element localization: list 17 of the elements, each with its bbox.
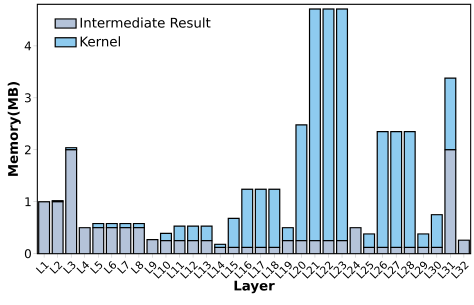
y-tick-label: 4 — [24, 42, 32, 50]
y-tick-label: 3 — [25, 93, 31, 102]
x-tick-label: L8 — [130, 261, 144, 274]
x-tick-label: L1 — [36, 262, 49, 274]
x-tick-label: L4 — [76, 261, 90, 274]
x-tick-label: L6 — [104, 260, 116, 274]
x-axis-title: Layer — [234, 280, 275, 294]
x-tick-label: L2 — [49, 262, 62, 274]
y-tick-label: 2 — [24, 145, 31, 154]
y-axis-title: Memory(MB) — [8, 82, 21, 176]
y-tick-label: 1 — [25, 197, 31, 206]
x-tick-label: L5 — [90, 260, 102, 274]
x-tick-label: L3 — [63, 262, 76, 274]
x-tick-label: L7 — [117, 260, 128, 274]
y-tick-label: 0 — [24, 249, 31, 258]
legend-label: Kernel — [80, 36, 120, 47]
legend-label: Intermediate Result — [80, 17, 210, 28]
